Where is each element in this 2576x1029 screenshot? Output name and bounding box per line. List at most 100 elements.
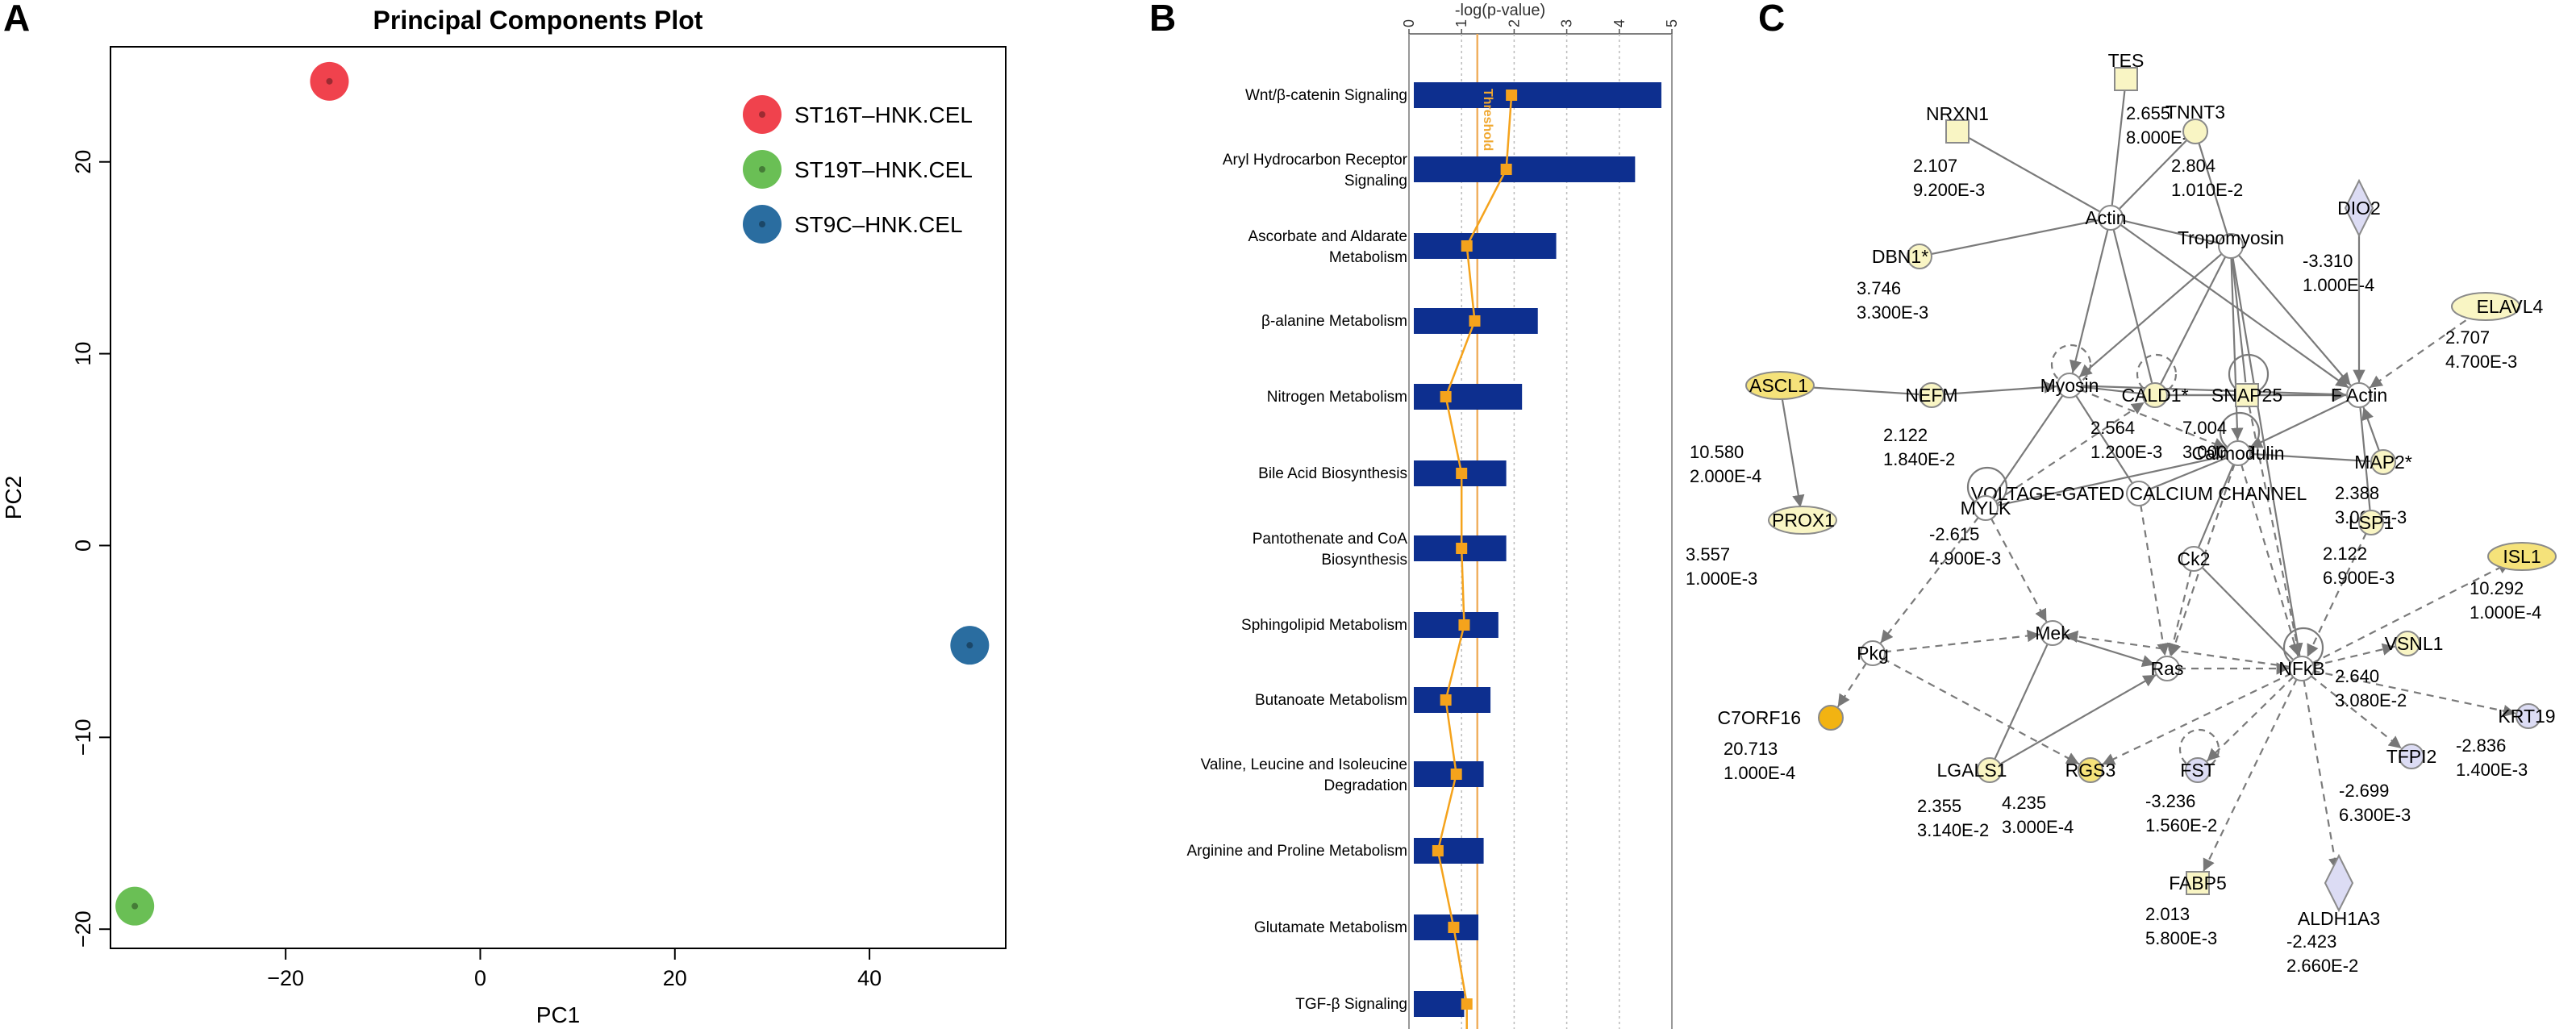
node-value-TNNT3: 2.804 <box>2171 156 2215 176</box>
ratio-marker-11 <box>1432 845 1444 856</box>
edge-MAP2-FActin <box>2361 406 2381 452</box>
node-LGALS1: LGALS1 2.355 3.140E-2 <box>1917 757 2007 840</box>
node-FABP5: FABP5 2.013 5.800E-3 <box>2145 871 2227 948</box>
node-shape-ellipse <box>2451 292 2520 321</box>
edge-TNNT3-Tropomyosin <box>2198 142 2228 235</box>
node-value-DIO2: -3.310 <box>2303 251 2353 271</box>
node-value-C7ORF16: 1.000E-4 <box>1724 763 1795 783</box>
node-label-TNNT3: TNNT3 <box>2165 102 2225 123</box>
node-label-Actin: Actin <box>2085 207 2126 228</box>
pathway-x-axis-label: -log(p-value) <box>1455 2 1545 19</box>
node-label-MYLK: MYLK <box>1961 498 2011 519</box>
node-CALD1: CALD1* 2.564 1.200E-3 <box>2090 382 2189 462</box>
legend-swatch-center <box>759 111 765 118</box>
node-NFkB: NFkB <box>2278 656 2325 681</box>
pathway-bar-8 <box>1414 612 1498 638</box>
node-value-FST: -3.236 <box>2145 791 2195 811</box>
ratio-marker-5 <box>1440 391 1452 402</box>
pathway-ratio-line <box>1432 90 1518 1029</box>
panel-c-gene-network: C TES2.6558.000E-4NRXN12.1079.200E-3TNNT… <box>1686 0 2557 976</box>
threshold-label: Threshold <box>1481 89 1494 151</box>
edge-Actin-Myosin <box>2069 228 2109 373</box>
node-shape-square <box>1945 119 1970 144</box>
node-shape-circle <box>2395 631 2420 656</box>
ratio-line <box>1436 94 1513 1029</box>
pca-y-tick-label: 0 <box>71 539 95 552</box>
edge-NFkB-RGS3 <box>2101 673 2292 766</box>
pathway-label-2: Signaling <box>1344 173 1407 190</box>
ratio-marker-10 <box>1450 769 1462 780</box>
node-ASCL1: ASCL1 10.580 2.000E-4 <box>1690 371 1815 486</box>
pca-y-axis-label: PC2 <box>1 476 26 519</box>
edge-Tropomyosin-FActin <box>2237 253 2352 386</box>
edge-Calmodulin-VGCC <box>2150 456 2228 490</box>
pathway-bar-9 <box>1414 687 1491 713</box>
edge-MYLK-CALD1 <box>1995 401 2145 503</box>
pathway-bar-10 <box>1414 761 1484 787</box>
pathway-label-10: Degradation <box>1323 777 1407 794</box>
node-Pkg: Pkg <box>1857 640 1889 666</box>
node-value-ISL1: 10.292 <box>2470 578 2524 598</box>
edge-LGALS1-Mek <box>1993 644 2049 760</box>
node-label-LSP1: LSP1 <box>2349 512 2394 533</box>
ratio-marker-6 <box>1456 468 1468 479</box>
node-value-ISL1: 1.000E-4 <box>2470 602 2541 623</box>
node-label-ASCL1: ASCL1 <box>1749 375 1808 396</box>
edge-ELAVL4-FActin <box>2369 312 2478 389</box>
legend-swatch-3 <box>743 205 782 244</box>
node-shape-ellipse <box>2487 542 2557 571</box>
ratio-marker-8 <box>1458 619 1470 631</box>
pathway-x-tick-label: 5 <box>1664 19 1680 27</box>
pca-point-center <box>326 77 333 85</box>
edge-Actin-Tropomyosin <box>2121 219 2219 244</box>
node-shape-circle <box>1973 495 1999 521</box>
edge-NFkB-KRT19 <box>2312 669 2516 718</box>
node-shape-circle <box>2154 656 2180 681</box>
pca-legend: ST16T–HNK.CEL ST19T–HNK.CEL ST9C–HNK.CEL <box>743 95 973 244</box>
edge-NFkB-FABP5 <box>2202 678 2298 873</box>
edge-Actin-CALD1 <box>2112 228 2153 383</box>
pca-plot-frame <box>110 46 1007 949</box>
pathway-label-1: Wnt/β-catenin Signaling <box>1245 87 1407 104</box>
node-shape-circle <box>2218 233 2244 259</box>
edge-NFkB-TFPI2 <box>2310 674 2403 749</box>
pathway-label-5: Nitrogen Metabolism <box>1267 389 1407 406</box>
self-loop-CALD1 <box>2136 353 2178 395</box>
pca-y-tick-label: −10 <box>71 719 95 756</box>
node-value-NRXN1: 9.200E-3 <box>1913 180 1985 200</box>
node-Ras: Ras <box>2151 656 2183 681</box>
self-loop-Myosin <box>2050 344 2092 385</box>
node-label-TFPI2: TFPI2 <box>2386 746 2437 767</box>
node-value-C7ORF16: 20.713 <box>1724 739 1778 759</box>
node-label-ELAVL4: ELAVL4 <box>2477 296 2544 317</box>
node-shape-ellipse <box>1768 506 1837 535</box>
edge-NFkB-FST <box>2206 675 2295 762</box>
edge-Tropomyosin-Myosin <box>2078 252 2224 378</box>
node-VGCC: VOLTAGE-GATED CALCIUM CHANNEL <box>1971 481 2307 506</box>
pca-point-2 <box>115 886 155 926</box>
node-label-TES: TES <box>2108 50 2145 71</box>
edge-Calmodulin-Ck2 <box>2198 463 2235 548</box>
node-MYLK: MYLK -2.615 4.900E-3 <box>1929 495 2011 569</box>
node-label-Calmodulin: Calmodulin <box>2191 443 2284 464</box>
panel-letter-c: C <box>1758 0 1785 39</box>
node-value-NRXN1: 2.107 <box>1913 156 1957 176</box>
pca-x-tick-label: −20 <box>267 966 304 990</box>
node-label-NFkB: NFkB <box>2278 658 2325 679</box>
node-label-DIO2: DIO2 <box>2337 198 2381 219</box>
legend-swatch-2 <box>743 150 782 189</box>
legend-label-1: ST16T–HNK.CEL <box>794 102 973 127</box>
edge-Myosin-VGCC <box>2074 394 2133 484</box>
pathway-x-tick-label: 4 <box>1611 19 1628 27</box>
node-value-ELAVL4: 4.700E-3 <box>2445 352 2517 372</box>
self-loop-FST <box>2178 728 2220 770</box>
pathway-label-10: Valine, Leucine and Isoleucine <box>1201 756 1407 773</box>
node-label-Tropomyosin: Tropomyosin <box>2178 227 2284 248</box>
pca-points <box>115 61 990 926</box>
node-value-SNAP25: 7.004 <box>2182 418 2227 438</box>
node-shape-circle <box>1860 640 1886 666</box>
node-label-FActin: F Actin <box>2331 385 2387 406</box>
pca-point-1 <box>310 61 349 101</box>
edge-Pkg-Mek <box>1883 629 2040 653</box>
node-value-DBN1: 3.300E-3 <box>1857 302 1928 323</box>
